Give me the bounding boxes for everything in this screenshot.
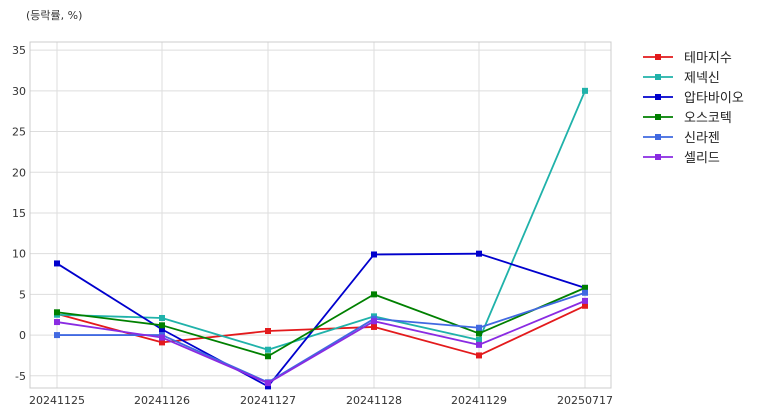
data-point: [582, 297, 588, 304]
legend-label: 신라젠: [684, 131, 720, 146]
data-point: [582, 302, 588, 309]
x-axis-ticks: 20241125 20241126 20241127 20241128 20241129…: [29, 394, 613, 407]
legend-marker: [655, 54, 661, 60]
y-tick-label: 10: [12, 248, 26, 261]
plot-frame: [29, 41, 612, 389]
legend-label: 압타바이오: [684, 91, 744, 106]
y-tick-label: 25: [12, 126, 26, 139]
data-point: [54, 260, 60, 267]
data-point: [582, 87, 588, 94]
legend-item: 압타바이오: [643, 91, 744, 106]
series-line: [56, 252, 586, 388]
legend-item: 셀리드: [643, 151, 720, 166]
data-point: [476, 324, 482, 331]
series-6: [54, 297, 588, 387]
x-tick-label: 20241127: [240, 394, 296, 407]
data-point: [265, 328, 271, 335]
y-tick-label: 30: [12, 85, 26, 98]
series-2: [54, 87, 588, 353]
x-tick-label: 20241126: [134, 394, 190, 407]
legend-label: 테마지수: [684, 51, 732, 66]
series-line: [57, 291, 586, 384]
legend-label: 셀리드: [684, 151, 720, 166]
legend-label: 제넥신: [684, 71, 720, 86]
data-point: [265, 353, 271, 360]
legend-marker: [655, 134, 661, 140]
series-line: [56, 304, 586, 357]
y-tick-label: 0: [19, 329, 26, 342]
y-tick-label: 20: [12, 166, 26, 179]
legend-marker: [655, 74, 661, 80]
legend-marker: [655, 114, 661, 120]
series-line: [56, 90, 586, 351]
data-point: [159, 314, 165, 321]
legend-item: 신라젠: [643, 131, 720, 146]
data-point: [54, 309, 60, 316]
legend-marker: [655, 94, 661, 100]
data-point: [54, 332, 60, 339]
data-point: [371, 318, 377, 325]
data-point: [582, 289, 588, 296]
data-point: [265, 380, 271, 387]
y-axis-ticks: -5 0 5 10 15 20 25 30 35: [12, 44, 26, 383]
data-point: [265, 346, 271, 353]
data-point: [476, 330, 482, 337]
data-point: [476, 341, 482, 348]
x-tick-label: 20241125: [29, 394, 85, 407]
x-tick-label: 20241128: [346, 394, 402, 407]
series-line: [56, 300, 586, 385]
data-point: [476, 250, 482, 257]
data-point: [159, 322, 165, 329]
data-point: [159, 334, 165, 341]
data-point: [371, 323, 377, 330]
data-point: [159, 326, 165, 333]
data-point: [476, 336, 482, 343]
legend-item: 제넥신: [643, 71, 720, 86]
x-tick-label: 20241129: [451, 394, 507, 407]
data-point: [54, 319, 60, 326]
series-4: [54, 284, 588, 360]
legend-item: 오스코텍: [643, 111, 732, 126]
data-point: [265, 383, 271, 390]
legend-marker: [655, 154, 661, 160]
legend-item: 테마지수: [643, 51, 732, 66]
series-line: [56, 287, 586, 358]
data-point: [371, 291, 377, 298]
y-tick-label: 5: [19, 288, 26, 301]
legend-label: 오스코텍: [684, 111, 732, 126]
data-point: [582, 284, 588, 291]
grid: [30, 42, 611, 388]
y-tick-label: 35: [12, 44, 26, 57]
data-point: [371, 251, 377, 258]
unit-label: (등락률, %): [26, 9, 82, 22]
data-point: [476, 352, 482, 359]
x-tick-label: 20250717: [557, 394, 613, 407]
data-point: [159, 339, 165, 346]
y-tick-label: 15: [12, 207, 26, 220]
y-tick-label: -5: [15, 370, 26, 383]
series-5: [54, 289, 588, 386]
series-group: [54, 87, 588, 390]
